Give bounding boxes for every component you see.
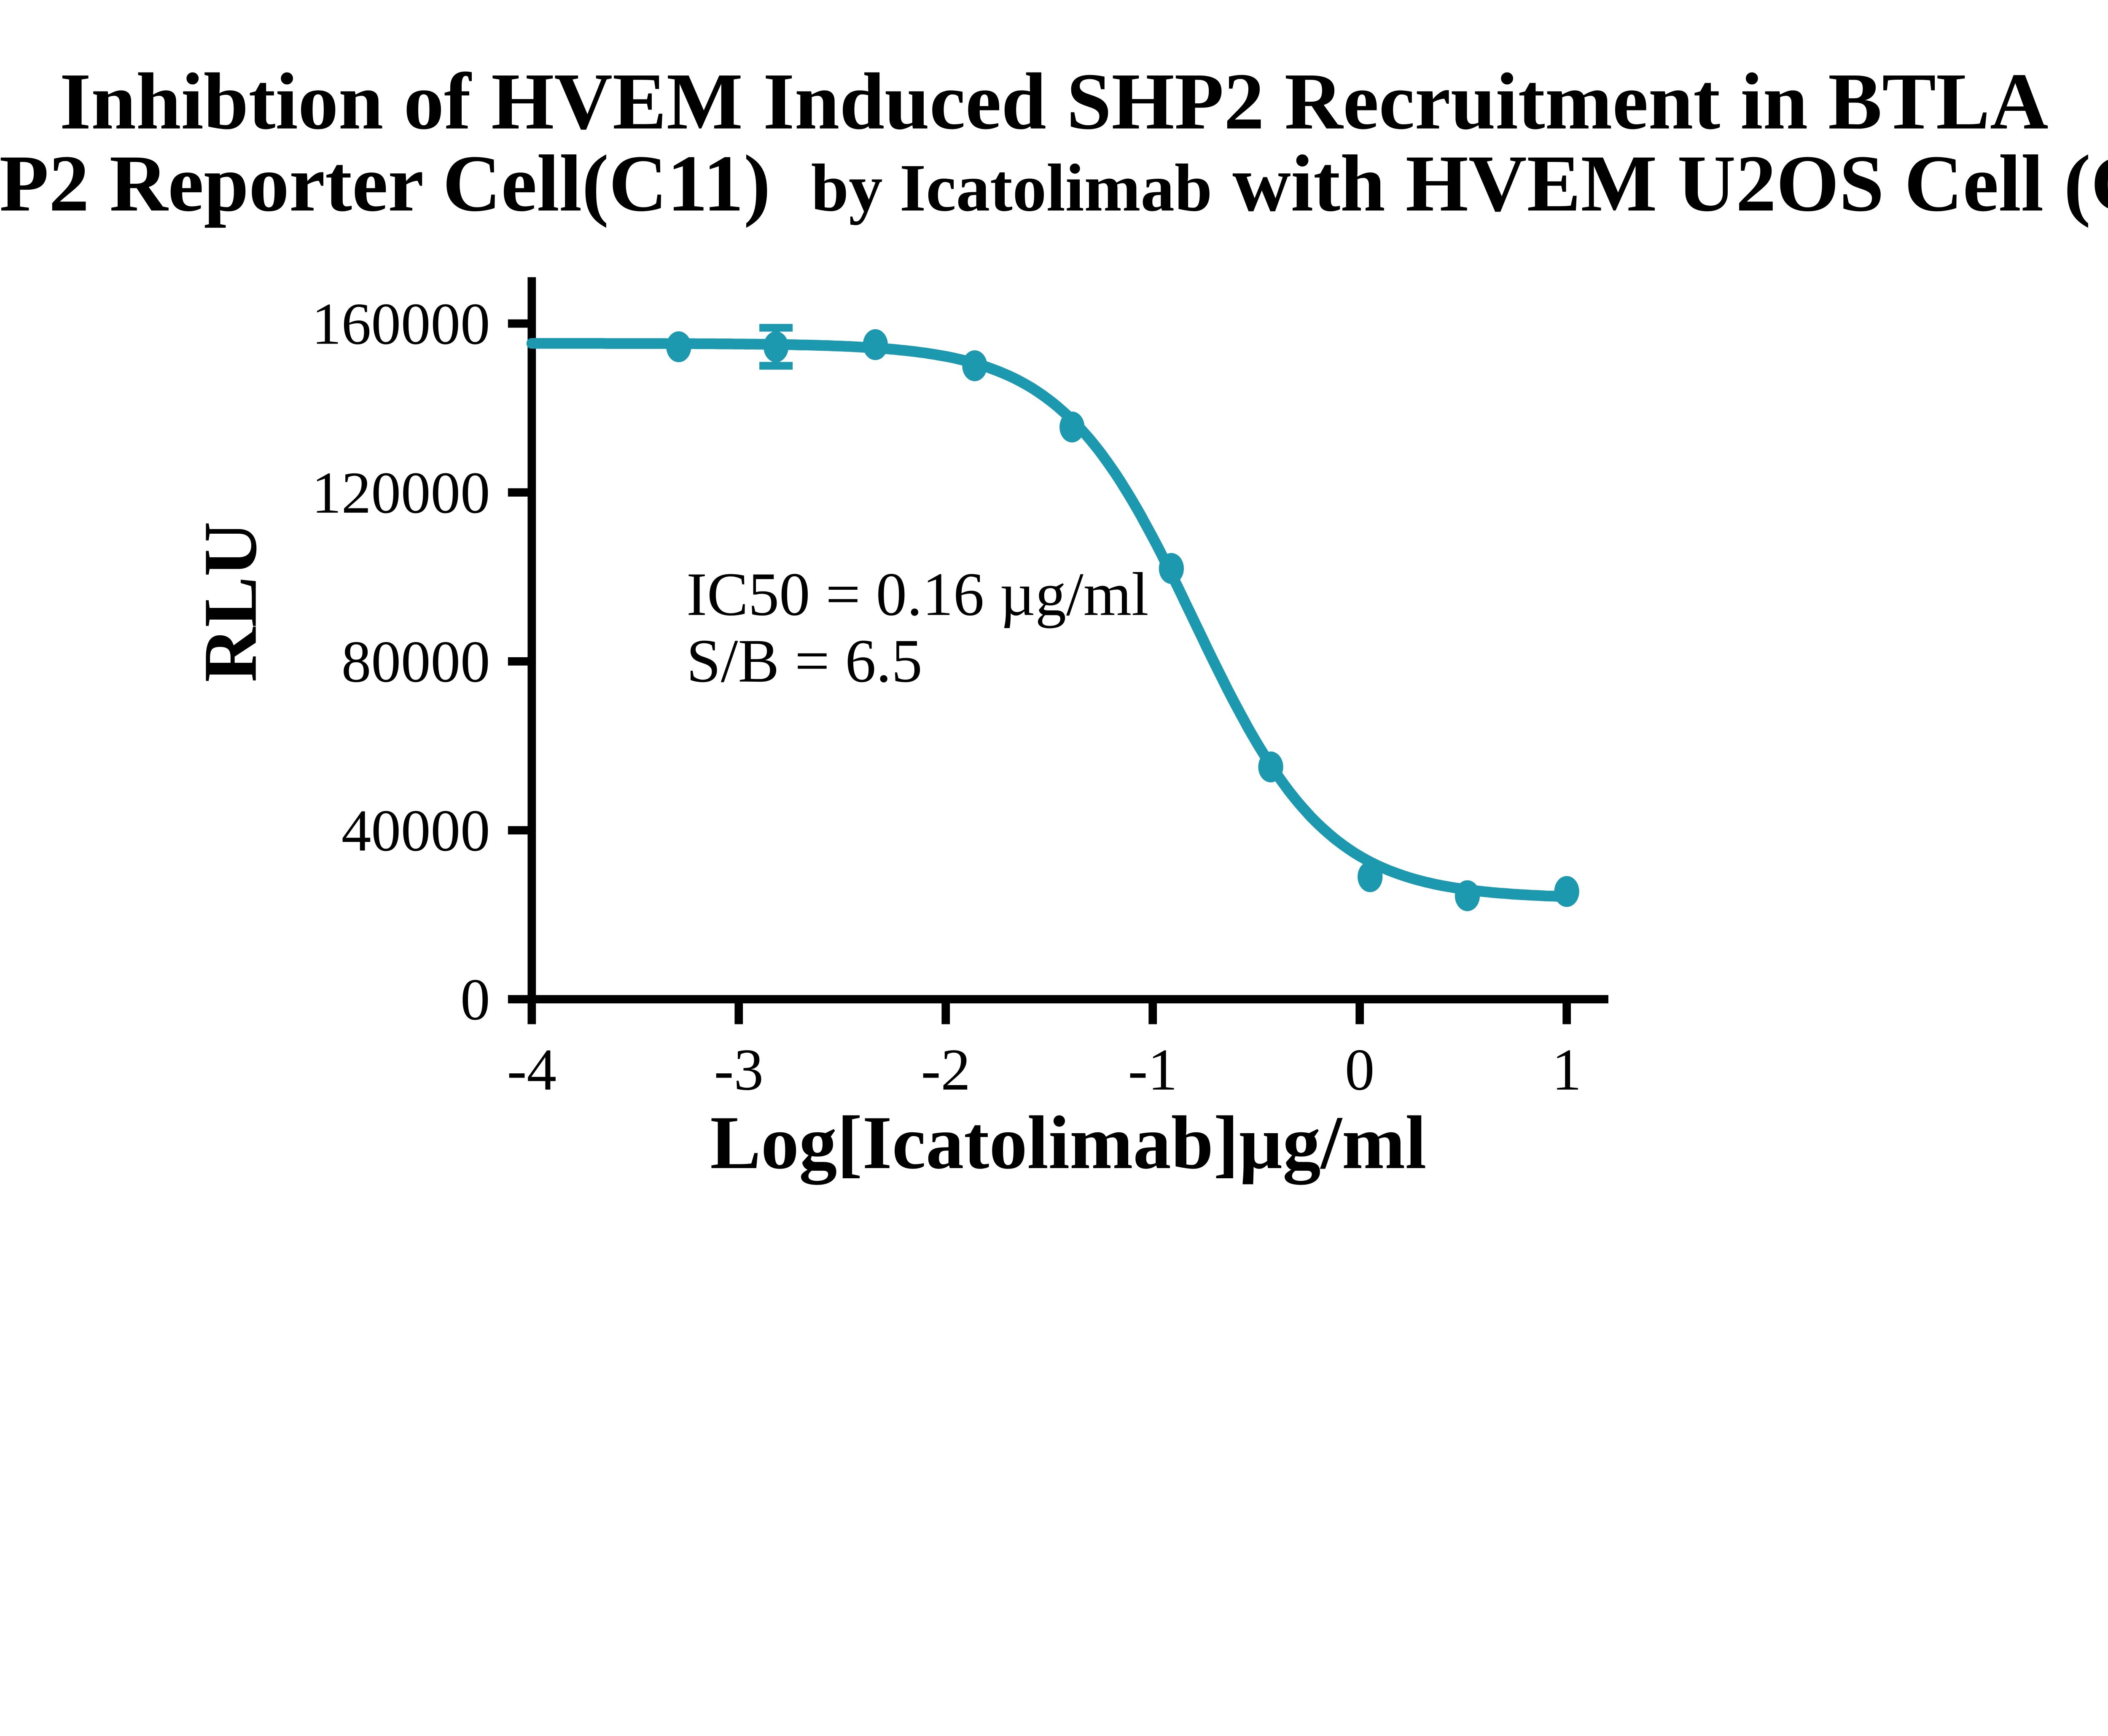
- y-tick-label: 120000: [312, 460, 490, 526]
- annotation-ic50: IC50 = 0.16 µg/ml: [686, 560, 1149, 629]
- y-tick-label: 0: [460, 966, 490, 1032]
- data-point: [666, 331, 691, 363]
- chart-title-line1: Inhibtion of HVEM Induced SHP2 Recruitme…: [59, 56, 2048, 146]
- chart-title-line2: SHP2 Reporter Cell(C11) by Icatolimab wi…: [0, 138, 2108, 228]
- data-point: [1159, 553, 1184, 584]
- x-tick-label: -3: [714, 1037, 764, 1103]
- data-point: [1455, 880, 1480, 911]
- annotation-sb: S/B = 6.5: [686, 626, 922, 695]
- data-point: [1258, 751, 1283, 782]
- data-point: [863, 329, 888, 360]
- y-axis-title: RLU: [188, 521, 273, 682]
- x-axis-title: Log[Icatolimab]µg/ml: [710, 1101, 1426, 1185]
- x-tick-label: 0: [1345, 1037, 1375, 1103]
- x-tick-label: -4: [507, 1037, 557, 1103]
- data-point: [962, 350, 987, 382]
- y-tick-label: 80000: [341, 629, 490, 695]
- data-point: [1059, 411, 1085, 443]
- plot-area: 0 40000 80000 120000 160000 -4 -3 -2 -1 0 1: [312, 277, 1608, 1103]
- chart-title-line2-part3: with HVEM U2OS Cell (C7): [1212, 138, 2108, 228]
- dose-response-chart: Inhibtion of HVEM Induced SHP2 Recruitme…: [0, 56, 2108, 1185]
- data-point: [1358, 861, 1383, 892]
- data-point: [1554, 876, 1579, 907]
- y-tick-label: 40000: [341, 797, 490, 863]
- y-tick-label: 160000: [312, 290, 490, 357]
- chart-title-line2-part2: by Icatolimab: [811, 150, 1213, 225]
- x-tick-label: 1: [1552, 1037, 1582, 1103]
- x-tick-label: -2: [921, 1037, 971, 1103]
- x-tick-label: -1: [1128, 1037, 1178, 1103]
- fit-curve: [526, 338, 1572, 902]
- chart-title-line2-part1: SHP2 Reporter Cell(C11): [0, 138, 811, 228]
- data-point: [764, 331, 789, 363]
